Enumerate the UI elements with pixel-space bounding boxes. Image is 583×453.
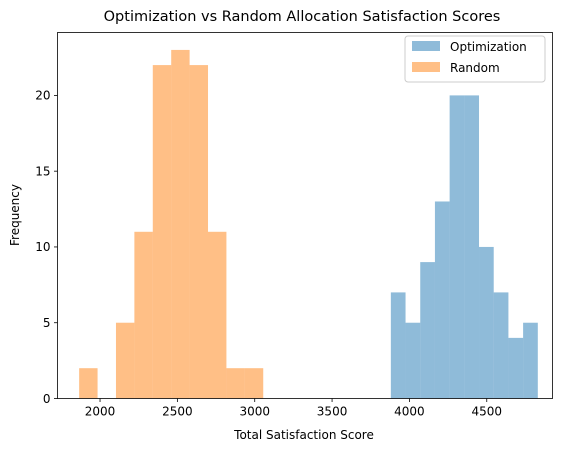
y-axis-label: Frequency bbox=[8, 184, 22, 246]
bar-random-2 bbox=[115, 322, 135, 399]
bar-optimization-8 bbox=[508, 337, 524, 399]
x-tick-label: 2500 bbox=[162, 405, 193, 419]
bar-optimization-9 bbox=[523, 322, 538, 399]
y-tick-label: 20 bbox=[35, 89, 50, 103]
x-tick-label: 4000 bbox=[394, 405, 425, 419]
y-tick-label: 10 bbox=[35, 240, 50, 254]
bar-optimization-5 bbox=[464, 95, 480, 399]
bar-random-4 bbox=[152, 65, 172, 399]
bar-random-0 bbox=[79, 368, 98, 399]
x-axis-label: Total Satisfaction Score bbox=[233, 428, 374, 442]
legend-label-random: Random bbox=[450, 61, 500, 75]
bar-optimization-0 bbox=[390, 292, 406, 399]
bar-optimization-6 bbox=[479, 246, 494, 399]
y-tick-label: 15 bbox=[35, 164, 50, 178]
y-tick-label: 0 bbox=[43, 392, 51, 406]
y-tick-label: 5 bbox=[43, 316, 51, 330]
chart-title: Optimization vs Random Allocation Satisf… bbox=[104, 9, 501, 25]
bars-group bbox=[79, 49, 538, 399]
x-axis-ticks: 2000 2500 3000 3500 4000 4500 bbox=[85, 398, 502, 419]
bar-random-7 bbox=[208, 231, 227, 399]
plot-frame bbox=[57, 32, 553, 399]
bar-optimization-3 bbox=[434, 201, 450, 399]
x-tick-label: 3500 bbox=[317, 405, 348, 419]
bar-random-8 bbox=[226, 368, 245, 399]
bar-optimization-1 bbox=[405, 322, 421, 399]
bar-optimization-7 bbox=[493, 292, 509, 399]
legend-swatch-optimization bbox=[412, 41, 440, 51]
y-axis-ticks: 0 5 10 15 20 bbox=[35, 89, 58, 406]
legend-swatch-random bbox=[412, 62, 440, 72]
bar-optimization-4 bbox=[449, 95, 465, 399]
bar-random-6 bbox=[189, 65, 209, 399]
x-tick-label: 4500 bbox=[471, 405, 502, 419]
bar-random-3 bbox=[134, 231, 153, 399]
bar-optimization-2 bbox=[420, 262, 435, 399]
legend-label-optimization: Optimization bbox=[450, 40, 527, 54]
bar-random-5 bbox=[171, 49, 190, 399]
x-tick-label: 3000 bbox=[239, 405, 270, 419]
x-tick-label: 2000 bbox=[85, 405, 116, 419]
bar-random-9 bbox=[244, 368, 264, 399]
legend: Optimization Random bbox=[404, 35, 546, 83]
